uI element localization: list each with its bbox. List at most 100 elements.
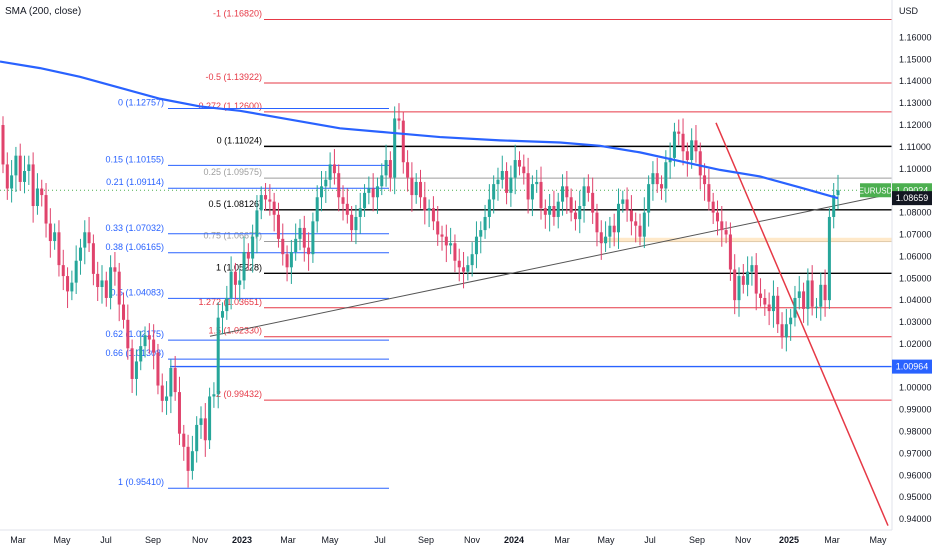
fib-levels: -1 (1.16820) -0.5 (1.13922) -0.272 (1.1260… <box>105 9 892 489</box>
candle-body <box>165 396 169 401</box>
x-tick-label: Mar <box>554 535 570 545</box>
candle-body <box>724 230 728 235</box>
candle-body <box>375 186 379 198</box>
candle-body <box>634 221 638 226</box>
price-axis: USD 1.16000 1.15000 1.14000 1.13000 1.12000 1… <box>891 0 932 530</box>
candle-body <box>134 361 138 379</box>
candle-body <box>664 162 668 189</box>
candle-body <box>776 295 780 325</box>
candle-body <box>397 118 401 121</box>
candle-body <box>221 311 225 318</box>
candle-body <box>586 186 590 193</box>
candle-body <box>177 392 181 434</box>
x-tick-label: 2023 <box>232 535 252 545</box>
y-tick-label: 0.97000 <box>899 448 932 458</box>
candle-body <box>100 280 104 288</box>
candle-body <box>750 265 754 272</box>
candle-body <box>819 284 823 307</box>
candle-body <box>259 195 263 211</box>
y-tick-label: 1.14000 <box>899 76 932 86</box>
candle-body <box>251 236 255 259</box>
candle-body <box>573 212 577 220</box>
y-tick-label: 1.10000 <box>899 164 932 174</box>
symbol-tag <box>860 183 891 198</box>
candle-body <box>823 284 827 301</box>
candle-body <box>444 236 448 246</box>
candle-body <box>496 179 500 185</box>
x-tick-label: Sep <box>145 535 161 545</box>
candle-body <box>298 227 302 239</box>
candle-body <box>505 170 509 193</box>
fib-level-label: 1.272 (1.03651) <box>198 297 262 307</box>
candle-body <box>479 230 483 237</box>
y-tick-label: 1.16000 <box>899 32 932 42</box>
candle-body <box>677 131 681 134</box>
candle-body <box>660 184 664 189</box>
sma-value-tag-text: 1.08659 <box>896 193 929 203</box>
x-tick-label: May <box>869 535 887 545</box>
candle-body <box>130 348 134 379</box>
candle-body <box>122 304 126 320</box>
candle-body <box>363 192 367 209</box>
last-price-tag-text: 1.09024 <box>896 185 929 195</box>
candle-body <box>793 297 797 318</box>
candle-body <box>393 118 397 178</box>
candle-body <box>195 424 199 452</box>
candle-body <box>31 164 35 207</box>
candle-body <box>332 164 336 174</box>
x-tick-label: Nov <box>192 535 209 545</box>
candle-body <box>337 173 341 198</box>
candle-body <box>754 265 758 294</box>
candle-body <box>406 162 410 178</box>
x-tick-label: Jul <box>644 535 656 545</box>
candle-body <box>797 291 801 298</box>
fib-level-label: 0.66 (1.01308) <box>105 348 164 358</box>
candle-body <box>190 451 194 471</box>
candle-body <box>690 140 694 161</box>
support-trendline <box>209 194 889 337</box>
level-tag-text: 1.00964 <box>896 362 929 372</box>
candle-body <box>599 232 603 244</box>
candle-body <box>18 155 22 182</box>
candle-body <box>242 251 246 281</box>
candle-body <box>328 164 332 180</box>
candle-body <box>345 203 349 215</box>
candle-body <box>74 260 78 283</box>
candle-body <box>698 151 702 176</box>
candle-body <box>548 206 552 215</box>
candle-body <box>655 173 659 185</box>
candle-body <box>264 195 268 200</box>
resistance-trendline <box>715 122 889 526</box>
candle-body <box>457 260 461 268</box>
symbol-tag-text: EURUSD <box>859 186 893 195</box>
fib-level-label: 0 (1.11024) <box>217 135 262 145</box>
candle-body <box>578 206 582 220</box>
candle-body <box>126 319 130 349</box>
candle-body <box>255 210 259 237</box>
candle-body <box>440 234 444 237</box>
candle-body <box>367 188 371 193</box>
candle-body <box>156 352 160 386</box>
candle-body <box>604 236 608 244</box>
candle-body <box>474 236 478 255</box>
candle-body <box>509 177 513 193</box>
fib-level-label: 1 (0.95410) <box>118 477 164 487</box>
candle-body <box>737 276 741 301</box>
candle-body <box>350 214 354 231</box>
candle-body <box>324 179 328 187</box>
x-tick-label: Jul <box>100 535 112 545</box>
x-tick-label: Nov <box>464 535 481 545</box>
candle-body <box>638 225 642 237</box>
candle-body <box>35 188 39 207</box>
candle-body <box>462 267 466 272</box>
candle-body <box>410 177 414 196</box>
candle-body <box>272 201 276 215</box>
y-tick-label: 0.95000 <box>899 492 932 502</box>
candle-body <box>466 265 470 272</box>
candle-body <box>358 208 362 217</box>
highlight-zone <box>600 237 892 243</box>
candle-body <box>711 201 715 213</box>
candle-body <box>117 271 121 305</box>
indicator-label: SMA (200, close) <box>5 6 82 17</box>
